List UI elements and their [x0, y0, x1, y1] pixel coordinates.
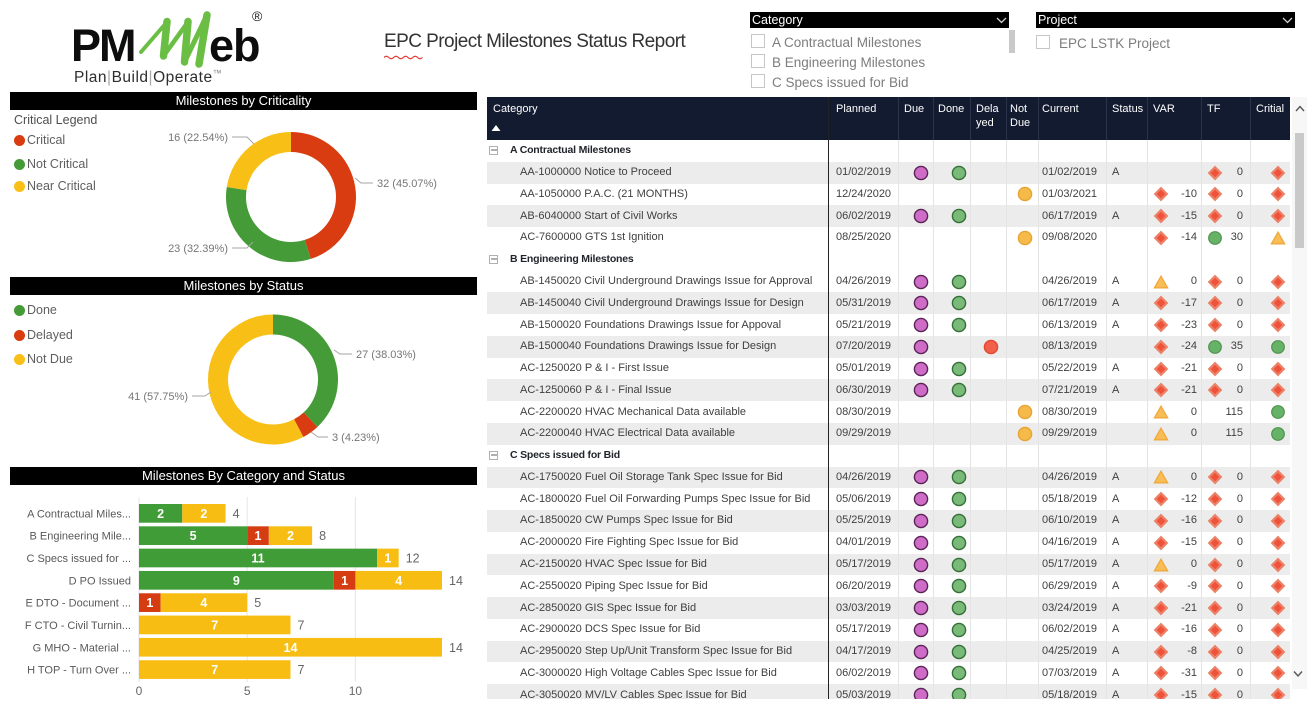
- svg-text:11: 11: [251, 552, 264, 566]
- svg-text:7: 7: [298, 663, 305, 677]
- svg-text:7: 7: [298, 619, 305, 633]
- svg-text:1: 1: [146, 596, 153, 610]
- svg-text:14: 14: [449, 574, 463, 588]
- svg-text:3 (4.23%): 3 (4.23%): [332, 432, 380, 444]
- svg-text:H TOP - Turn Over ...: H TOP - Turn Over ...: [27, 665, 131, 677]
- svg-text:12: 12: [406, 552, 420, 566]
- svg-text:1: 1: [384, 552, 391, 566]
- svg-text:8: 8: [319, 529, 326, 543]
- svg-text:1: 1: [255, 529, 262, 543]
- svg-text:0: 0: [136, 684, 143, 698]
- svg-text:10: 10: [349, 684, 363, 698]
- svg-text:9: 9: [233, 574, 240, 588]
- svg-text:14: 14: [449, 641, 463, 655]
- svg-text:14: 14: [284, 641, 298, 655]
- svg-text:2: 2: [157, 507, 164, 521]
- svg-text:27 (38.03%): 27 (38.03%): [356, 349, 416, 361]
- svg-text:4: 4: [395, 574, 402, 588]
- svg-text:7: 7: [211, 663, 218, 677]
- svg-text:A Contractual Miles...: A Contractual Miles...: [27, 508, 131, 520]
- svg-text:41 (57.75%): 41 (57.75%): [128, 391, 188, 403]
- svg-text:2: 2: [287, 529, 294, 543]
- svg-text:16 (22.54%): 16 (22.54%): [168, 132, 228, 144]
- svg-text:5: 5: [254, 596, 261, 610]
- svg-text:C Specs issued for ...: C Specs issued for ...: [26, 553, 131, 565]
- svg-text:1: 1: [341, 574, 348, 588]
- svg-text:F CTO - Civil Turnin...: F CTO - Civil Turnin...: [25, 620, 131, 632]
- svg-text:2: 2: [200, 507, 207, 521]
- svg-text:5: 5: [244, 684, 251, 698]
- svg-text:B Engineering Mile...: B Engineering Mile...: [30, 531, 132, 543]
- svg-text:D PO Issued: D PO Issued: [69, 575, 131, 587]
- svg-text:4: 4: [233, 507, 240, 521]
- svg-text:4: 4: [200, 596, 207, 610]
- svg-text:5: 5: [190, 529, 197, 543]
- svg-text:23 (32.39%): 23 (32.39%): [168, 243, 228, 255]
- svg-text:G MHO - Material ...: G MHO - Material ...: [33, 642, 131, 654]
- svg-text:32 (45.07%): 32 (45.07%): [377, 178, 437, 190]
- svg-text:E DTO - Document ...: E DTO - Document ...: [25, 598, 131, 610]
- svg-text:7: 7: [211, 619, 218, 633]
